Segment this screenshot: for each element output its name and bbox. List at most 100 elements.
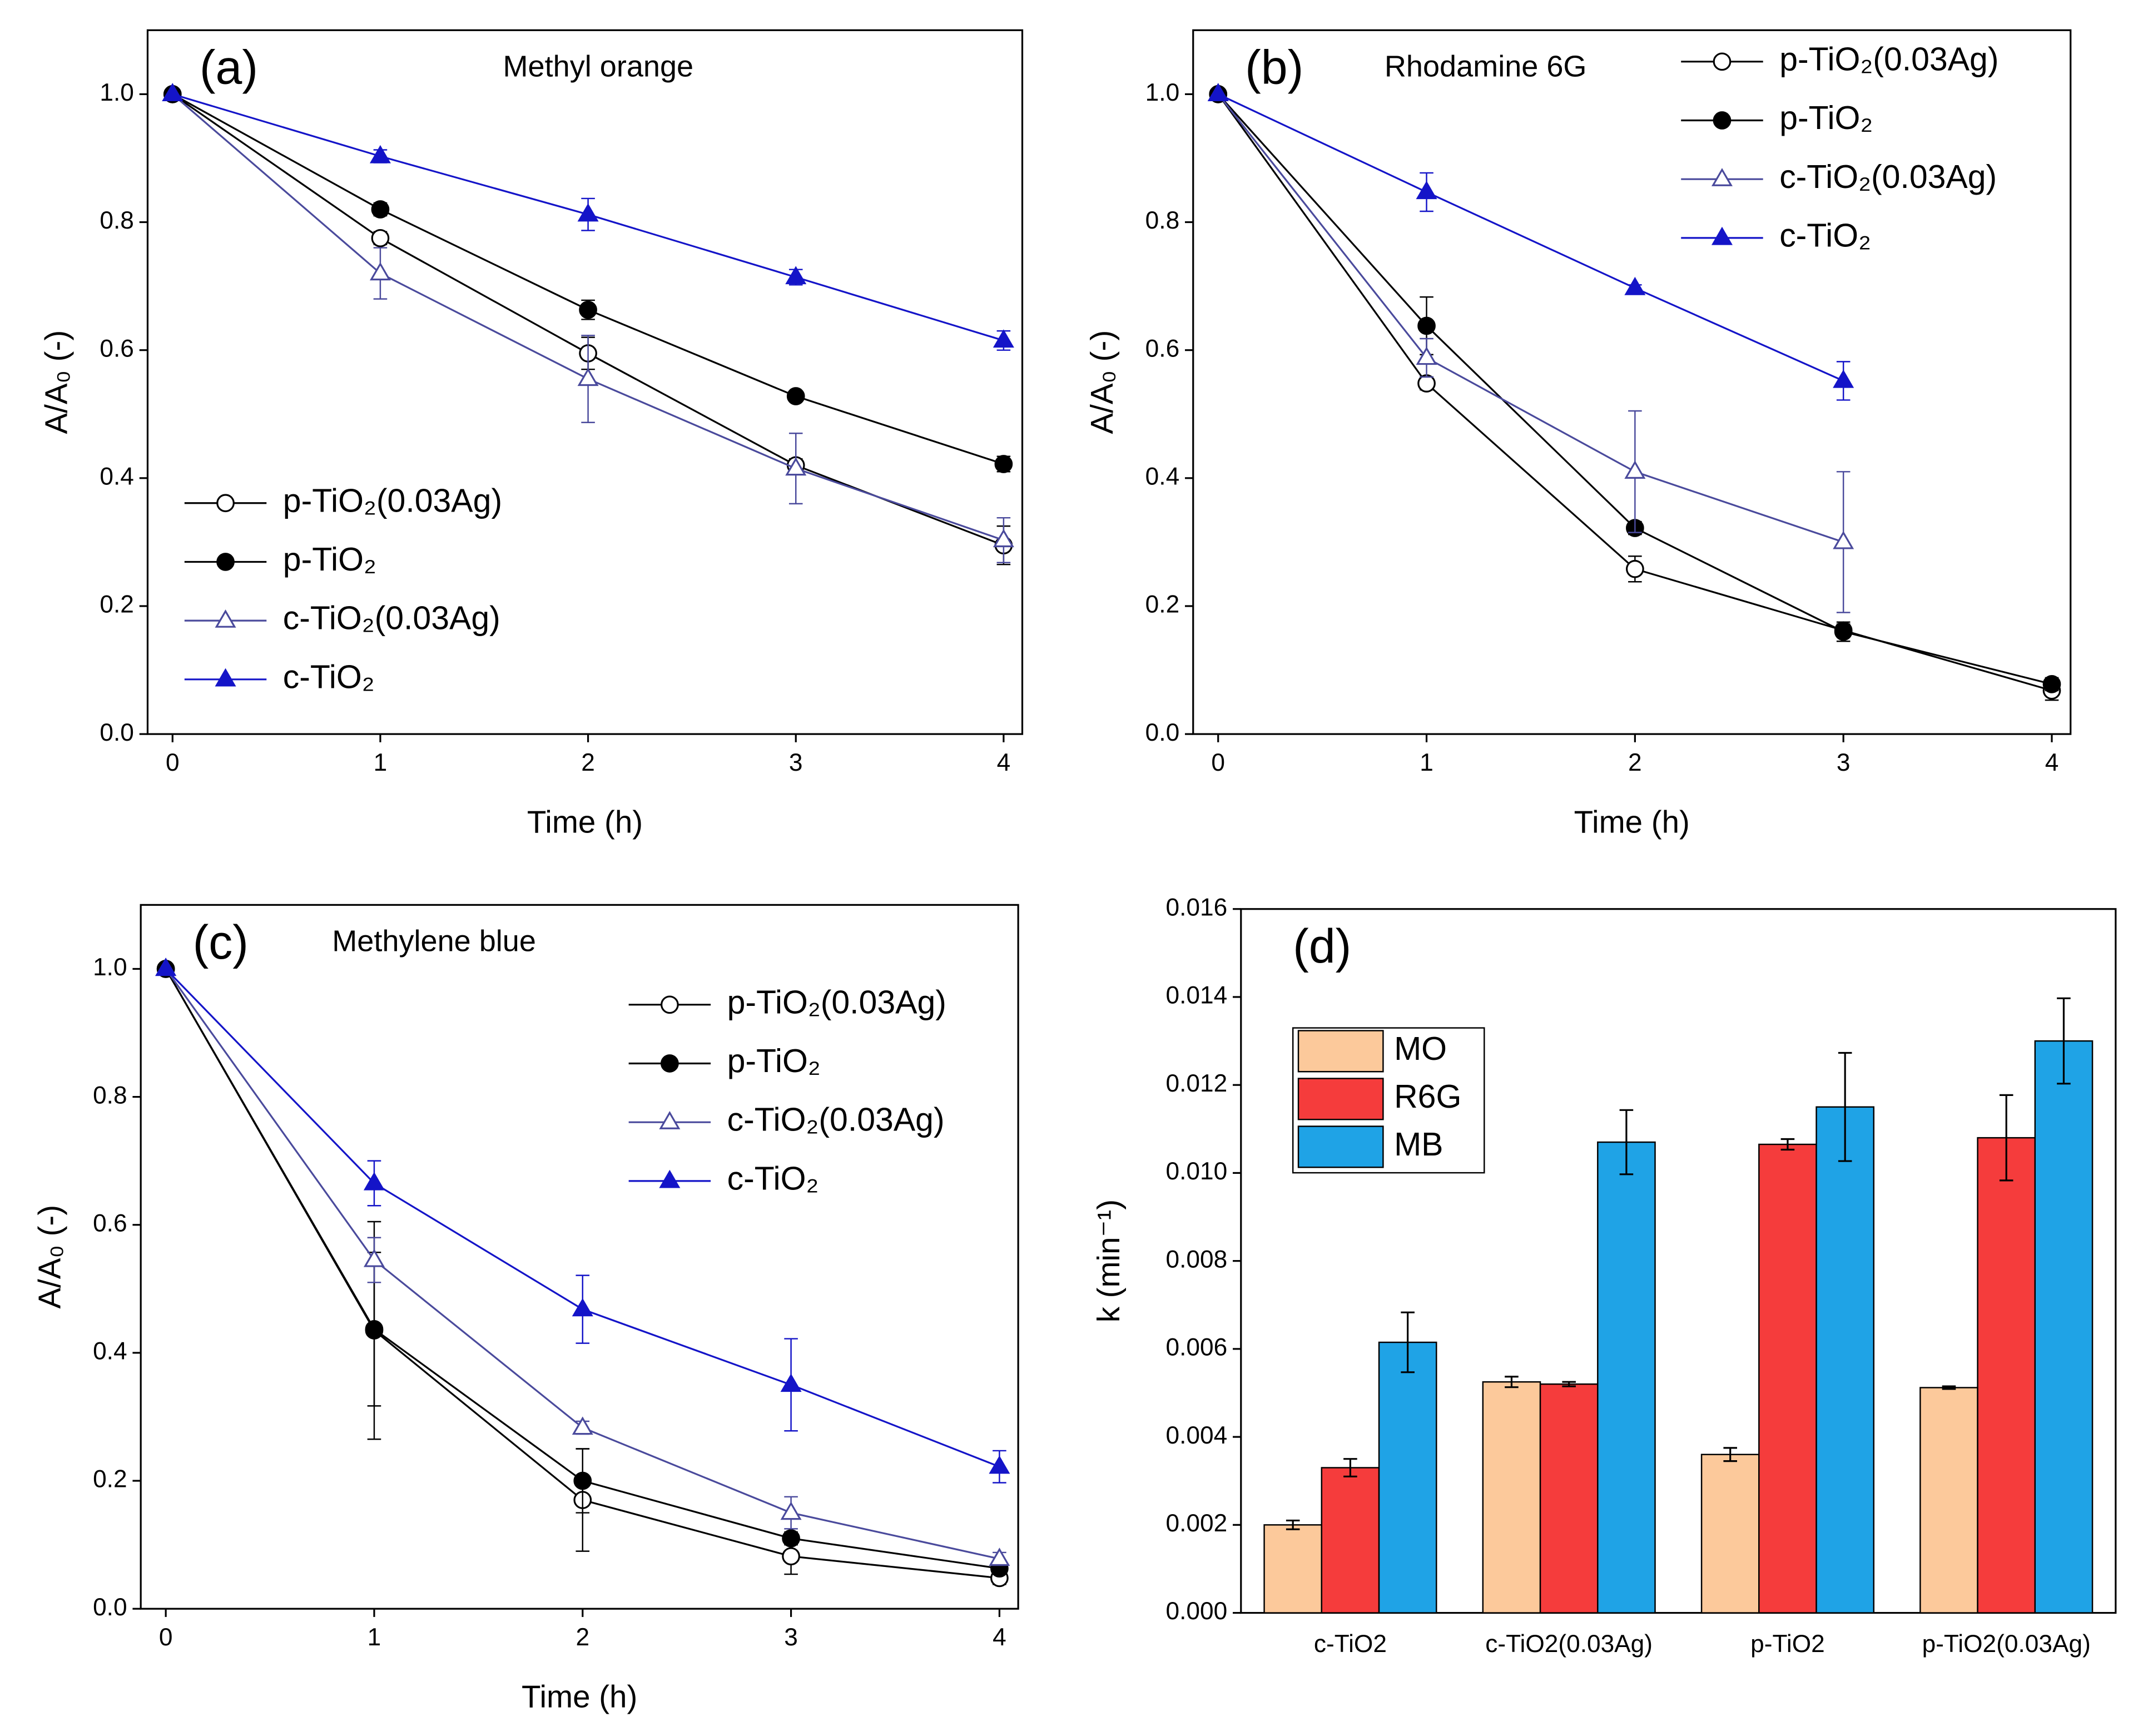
legend-label: c-TiO₂(0.03Ag) bbox=[1779, 159, 1997, 195]
bar bbox=[1919, 1387, 1978, 1614]
legend-label: p-TiO₂ bbox=[727, 1043, 821, 1079]
y-tick-label: 0.0 bbox=[1145, 719, 1180, 746]
y-tick-label: 0.004 bbox=[1165, 1422, 1227, 1449]
legend-label: MO bbox=[1394, 1031, 1447, 1067]
marker bbox=[1834, 622, 1853, 641]
bar bbox=[1700, 1454, 1760, 1614]
marker bbox=[782, 1529, 800, 1547]
bar bbox=[1977, 1137, 2036, 1614]
x-tick-label: 0 bbox=[1211, 749, 1225, 776]
legend-label: p-TiO₂(0.03Ag) bbox=[283, 483, 502, 519]
legend-label: c-TiO₂ bbox=[283, 659, 375, 695]
marker bbox=[371, 229, 390, 247]
y-tick-label: 0.2 bbox=[93, 1466, 127, 1493]
y-axis-label: A/A₀ (-) bbox=[32, 1205, 67, 1309]
bar bbox=[1263, 1524, 1323, 1614]
error-bar bbox=[1505, 1376, 1519, 1388]
panel-label: (d) bbox=[1293, 920, 1351, 973]
y-tick-label: 0.4 bbox=[1145, 463, 1180, 490]
x-tick-label: 2 bbox=[1628, 749, 1642, 776]
error-bar bbox=[2057, 997, 2071, 1085]
marker bbox=[661, 1054, 679, 1073]
marker bbox=[215, 609, 236, 628]
marker bbox=[993, 329, 1014, 348]
panel-label: (c) bbox=[193, 916, 249, 969]
legend-label: p-TiO₂ bbox=[283, 542, 376, 578]
marker bbox=[782, 1547, 800, 1566]
legend-label: p-TiO₂(0.03Ag) bbox=[727, 984, 946, 1020]
marker bbox=[786, 387, 805, 405]
marker bbox=[1207, 83, 1229, 102]
x-tick-label: 3 bbox=[789, 749, 803, 776]
marker bbox=[1416, 346, 1437, 365]
y-tick-label: 0.002 bbox=[1165, 1510, 1227, 1537]
marker bbox=[1833, 369, 1854, 388]
x-tick-label: 1 bbox=[374, 749, 388, 776]
panel-label: (b) bbox=[1245, 41, 1303, 95]
legend-swatch bbox=[1297, 1125, 1384, 1168]
y-tick-label: 1.0 bbox=[93, 954, 127, 981]
marker bbox=[1417, 316, 1436, 335]
plot-frame bbox=[1192, 29, 2072, 735]
y-tick-label: 0.012 bbox=[1165, 1070, 1227, 1097]
marker bbox=[216, 553, 235, 571]
marker bbox=[994, 455, 1013, 473]
x-tick-label: 4 bbox=[993, 1624, 1006, 1651]
marker bbox=[365, 1320, 384, 1338]
marker bbox=[1711, 226, 1733, 245]
y-tick-label: 0.006 bbox=[1165, 1334, 1227, 1361]
x-tick-label: c-TiO2(0.03Ag) bbox=[1485, 1630, 1653, 1658]
series-line bbox=[165, 968, 1000, 1468]
error-bar bbox=[1562, 1381, 1576, 1387]
y-tick-label: 0.014 bbox=[1165, 982, 1227, 1009]
x-tick-label: p-TiO2 bbox=[1750, 1630, 1825, 1658]
marker bbox=[1713, 52, 1732, 71]
plot-frame bbox=[146, 29, 1024, 735]
x-tick-label: 2 bbox=[581, 749, 595, 776]
marker bbox=[780, 1373, 802, 1392]
error-bar bbox=[1343, 1458, 1357, 1477]
y-tick-label: 0.016 bbox=[1165, 894, 1227, 921]
y-tick-label: 0.6 bbox=[1145, 335, 1180, 362]
error-bar bbox=[1619, 1109, 1634, 1175]
x-axis-label: Time (h) bbox=[1574, 804, 1690, 839]
marker bbox=[155, 958, 177, 976]
marker bbox=[216, 494, 235, 513]
annotation: Rhodamine 6G bbox=[1385, 49, 1587, 83]
marker bbox=[363, 1172, 385, 1191]
marker bbox=[573, 1471, 592, 1490]
legend-label: c-TiO₂(0.03Ag) bbox=[283, 601, 500, 637]
y-tick-label: 1.0 bbox=[1145, 79, 1180, 106]
x-tick-label: 3 bbox=[1837, 749, 1851, 776]
y-tick-label: 0.2 bbox=[100, 591, 134, 618]
marker bbox=[371, 200, 390, 219]
error-bar bbox=[1401, 1311, 1415, 1373]
marker bbox=[785, 266, 807, 285]
error-bar bbox=[1838, 1051, 1852, 1162]
marker bbox=[2042, 675, 2061, 693]
bar bbox=[1758, 1143, 1817, 1614]
y-tick-label: 1.0 bbox=[100, 79, 134, 106]
y-tick-label: 0.4 bbox=[100, 463, 134, 490]
legend-label: c-TiO₂ bbox=[727, 1160, 819, 1197]
marker bbox=[785, 457, 807, 476]
plot-frame bbox=[140, 904, 1019, 1610]
marker bbox=[989, 1547, 1010, 1566]
x-axis-label: Time (h) bbox=[522, 1679, 637, 1714]
x-tick-label: 4 bbox=[2045, 749, 2059, 776]
marker bbox=[1624, 276, 1646, 295]
error-bar bbox=[1999, 1094, 2013, 1182]
x-tick-label: 0 bbox=[166, 749, 180, 776]
legend-label: R6G bbox=[1394, 1079, 1461, 1115]
x-tick-label: 1 bbox=[1420, 749, 1433, 776]
bar bbox=[1597, 1141, 1656, 1614]
marker bbox=[989, 1455, 1010, 1474]
series-line bbox=[1217, 93, 1844, 543]
annotation: Methyl orange bbox=[503, 49, 694, 83]
x-axis-label: Time (h) bbox=[527, 804, 643, 839]
y-tick-label: 0.000 bbox=[1165, 1598, 1227, 1625]
marker bbox=[572, 1416, 593, 1435]
series-line bbox=[1218, 93, 1844, 382]
error-bar bbox=[1780, 1138, 1795, 1151]
legend-label: p-TiO₂(0.03Ag) bbox=[1779, 41, 1998, 77]
